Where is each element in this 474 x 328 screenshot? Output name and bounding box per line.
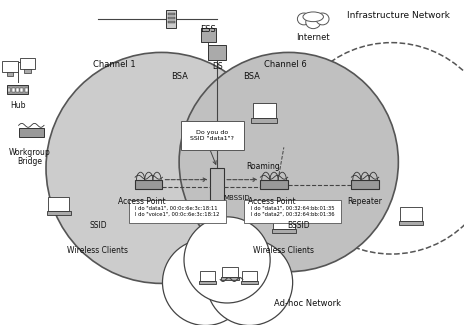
Bar	[25, 88, 27, 92]
Bar	[47, 211, 71, 215]
Bar	[242, 271, 257, 281]
Bar	[251, 118, 277, 123]
Bar	[48, 197, 70, 211]
Text: BSA: BSA	[171, 72, 188, 81]
Bar	[221, 277, 238, 280]
Text: BSSID: BSSID	[287, 221, 310, 230]
Text: Internet: Internet	[296, 33, 330, 42]
Bar	[241, 281, 258, 284]
Bar	[272, 229, 296, 233]
Circle shape	[46, 52, 277, 283]
Circle shape	[286, 43, 474, 254]
Text: BSA: BSA	[243, 72, 260, 81]
Bar	[260, 180, 288, 189]
Text: Access Point: Access Point	[118, 197, 166, 206]
Bar	[201, 28, 216, 42]
Text: MBSSID: MBSSID	[223, 195, 250, 201]
Bar	[19, 58, 35, 70]
Ellipse shape	[316, 13, 329, 25]
Ellipse shape	[303, 12, 323, 22]
Text: Do you do
SSID "data1"?: Do you do SSID "data1"?	[191, 130, 235, 141]
Bar	[24, 70, 30, 73]
Circle shape	[179, 52, 398, 272]
Text: Channel 6: Channel 6	[264, 60, 307, 69]
Text: Repeater: Repeater	[347, 197, 383, 206]
Bar	[16, 88, 19, 92]
Circle shape	[184, 217, 270, 303]
Ellipse shape	[297, 13, 310, 25]
Circle shape	[163, 239, 248, 325]
Bar	[273, 215, 295, 229]
Bar	[168, 21, 175, 23]
Text: Workgroup: Workgroup	[9, 148, 50, 157]
Text: Infrastructure Network: Infrastructure Network	[347, 11, 450, 20]
Bar	[168, 17, 175, 19]
Bar	[12, 88, 15, 92]
Bar	[168, 13, 175, 15]
Bar	[7, 85, 28, 94]
Bar	[2, 61, 18, 72]
Bar	[8, 88, 10, 92]
Bar	[20, 88, 23, 92]
Text: SSID: SSID	[89, 221, 107, 230]
Text: ESS: ESS	[201, 25, 216, 34]
Text: Wireless Clients: Wireless Clients	[67, 246, 128, 255]
Bar	[209, 45, 226, 60]
Text: Ad-hoc Network: Ad-hoc Network	[274, 299, 341, 308]
Bar	[199, 281, 216, 284]
Text: Channel 1: Channel 1	[93, 60, 136, 69]
Ellipse shape	[306, 16, 320, 29]
Text: I do "data1", 00:32:64:bb:01:35
I do "data2", 00:32:64:bb:01:36: I do "data1", 00:32:64:bb:01:35 I do "da…	[251, 206, 334, 217]
Bar	[253, 103, 276, 118]
Bar	[401, 207, 422, 221]
Bar	[351, 180, 379, 189]
Circle shape	[207, 239, 292, 325]
Bar	[222, 267, 238, 277]
Bar	[135, 180, 163, 189]
Text: Access Point: Access Point	[248, 197, 296, 206]
Text: DS: DS	[212, 62, 223, 71]
Bar	[399, 221, 423, 225]
Bar	[7, 72, 13, 76]
Text: Hub: Hub	[10, 101, 26, 110]
Text: Wireless Clients: Wireless Clients	[253, 246, 314, 255]
Bar	[210, 168, 224, 201]
Text: I do "data1", 00:0c:6e:3c:18:11
I do "voice1", 00:0c:6e:3c:18:12: I do "data1", 00:0c:6e:3c:18:11 I do "vo…	[135, 206, 219, 217]
Text: Bridge: Bridge	[17, 157, 42, 166]
Bar	[18, 128, 44, 137]
Text: Roaming: Roaming	[246, 162, 281, 171]
Bar	[166, 10, 176, 28]
Bar	[200, 271, 215, 281]
